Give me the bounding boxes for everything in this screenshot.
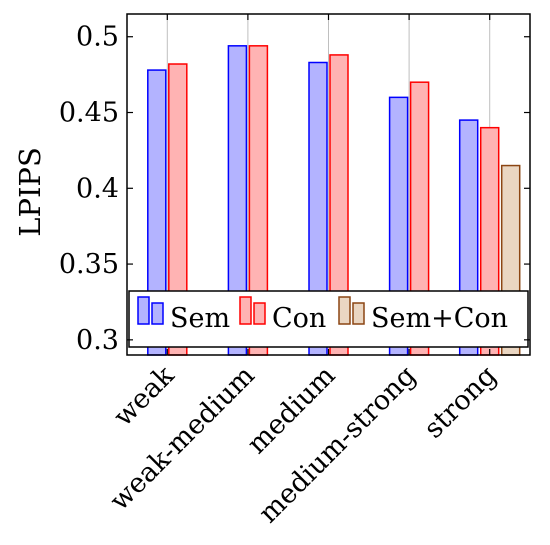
legend-swatch-sem [137,296,150,325]
x-tick-label: weak [108,360,181,433]
legend-label-con: Con [272,303,326,334]
legend-swatch-sem [151,302,164,325]
legend-swatch-con [253,302,266,325]
legend-box [128,290,529,348]
y-tick-label: 0.35 [59,249,119,280]
legend-label-sem-con: Sem+Con [371,303,508,334]
legend-swatch-sem-con [338,296,351,325]
y-tick-label: 0.45 [59,98,119,129]
y-tick-label: 0.5 [76,22,119,53]
y-axis-label: LPIPS [13,147,47,237]
x-tick-label: strong [418,360,503,445]
x-tick-label: weak-medium [104,360,261,517]
legend-swatch-con [239,296,252,325]
legend-label-sem: Sem [170,303,230,334]
legend-swatch-sem-con [352,302,365,325]
y-tick-label: 0.3 [76,325,119,356]
legend: Sem Con Sem+Con [128,290,529,348]
y-tick-label: 0.4 [76,173,119,204]
y-axis: 0.3 0.35 0.4 0.45 0.5 [59,22,530,356]
